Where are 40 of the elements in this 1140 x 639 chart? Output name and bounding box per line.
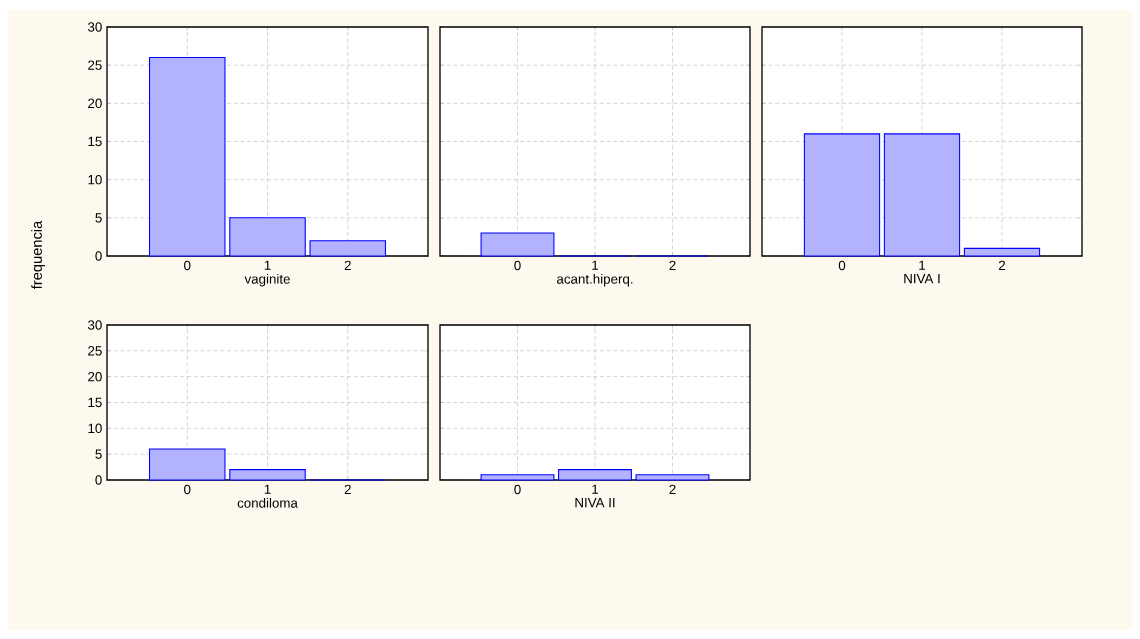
y-tick-label: 0 [95, 251, 102, 261]
x-tick-label: 1 [919, 260, 926, 270]
x-tick-label: 2 [669, 260, 676, 271]
y-tick-label: 30 [87, 320, 102, 330]
x-tick-label: 1 [264, 484, 271, 494]
y-tick-label: 20 [88, 371, 102, 382]
x-tick-label: 0 [838, 260, 846, 271]
x-tick-label: 1 [264, 260, 271, 270]
x-tick-label: 0 [514, 484, 521, 495]
x-axis-title: acant.hiperq. [557, 273, 633, 287]
bar [149, 56, 226, 257]
y-tick-label: 10 [88, 174, 102, 185]
x-axis-title: NIVA I [904, 273, 940, 284]
y-tick-label: 30 [87, 22, 102, 32]
y-axis-title: frequencia [31, 220, 45, 290]
bar [229, 469, 306, 481]
x-axis-title: condiloma [237, 497, 298, 508]
x-tick-label: 2 [669, 484, 676, 495]
x-tick-label: 0 [514, 260, 521, 271]
y-tick-label: 10 [88, 423, 102, 434]
x-tick-label: 2 [998, 260, 1006, 271]
x-tick-label: 0 [184, 484, 191, 495]
y-tick-label: 20 [88, 98, 102, 109]
y-tick-label: 5 [95, 449, 102, 459]
bar [149, 448, 226, 481]
x-tick-label: 1 [592, 484, 599, 494]
x-tick-label: 1 [592, 260, 599, 270]
y-tick-label: 0 [95, 475, 102, 485]
x-tick-label: 2 [344, 484, 351, 495]
y-tick-label: 25 [88, 60, 102, 70]
x-tick-label: 2 [344, 260, 351, 271]
x-tick-label: 0 [184, 260, 191, 271]
y-tick-label: 15 [88, 136, 102, 147]
bar [309, 240, 387, 257]
x-axis-title: vaginite [244, 273, 290, 287]
y-tick-label: 15 [88, 397, 102, 408]
x-axis-title: NIVA II [575, 497, 615, 508]
bar [229, 217, 306, 257]
y-tick-label: 5 [95, 213, 102, 223]
y-tick-label: 25 [88, 346, 102, 356]
